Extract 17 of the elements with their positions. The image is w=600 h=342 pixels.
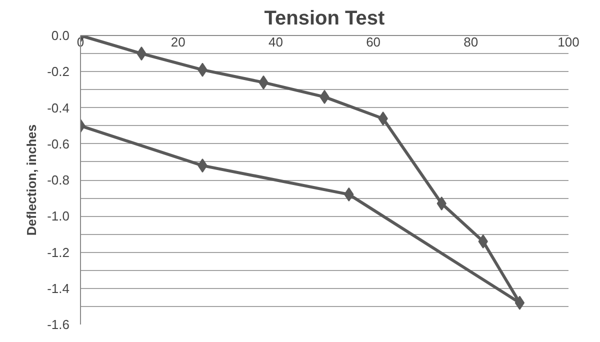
y-tick-label: -0.4	[47, 100, 70, 116]
y-tick-label: 0.0	[51, 28, 70, 43]
y-tick-label: -1.0	[47, 208, 70, 224]
y-tick-label: -0.2	[47, 64, 70, 80]
y-axis-title: Deflection, inches	[24, 124, 40, 236]
point	[514, 296, 525, 310]
chart-title: Tension Test	[264, 8, 386, 30]
x-tick-label: 40	[268, 34, 283, 50]
x-tick-label: 80	[464, 34, 478, 50]
x-tick-label: 100	[558, 34, 580, 50]
y-tick-label: -1.2	[47, 244, 70, 260]
y-tick-label: -0.6	[47, 136, 70, 152]
y-tick-label: -1.6	[47, 317, 70, 332]
x-tick-label: 20	[170, 34, 186, 50]
x-tick-label: 60	[366, 34, 381, 50]
y-tick-label: -0.8	[47, 172, 70, 188]
y-tick-label: -1.4	[47, 280, 70, 296]
